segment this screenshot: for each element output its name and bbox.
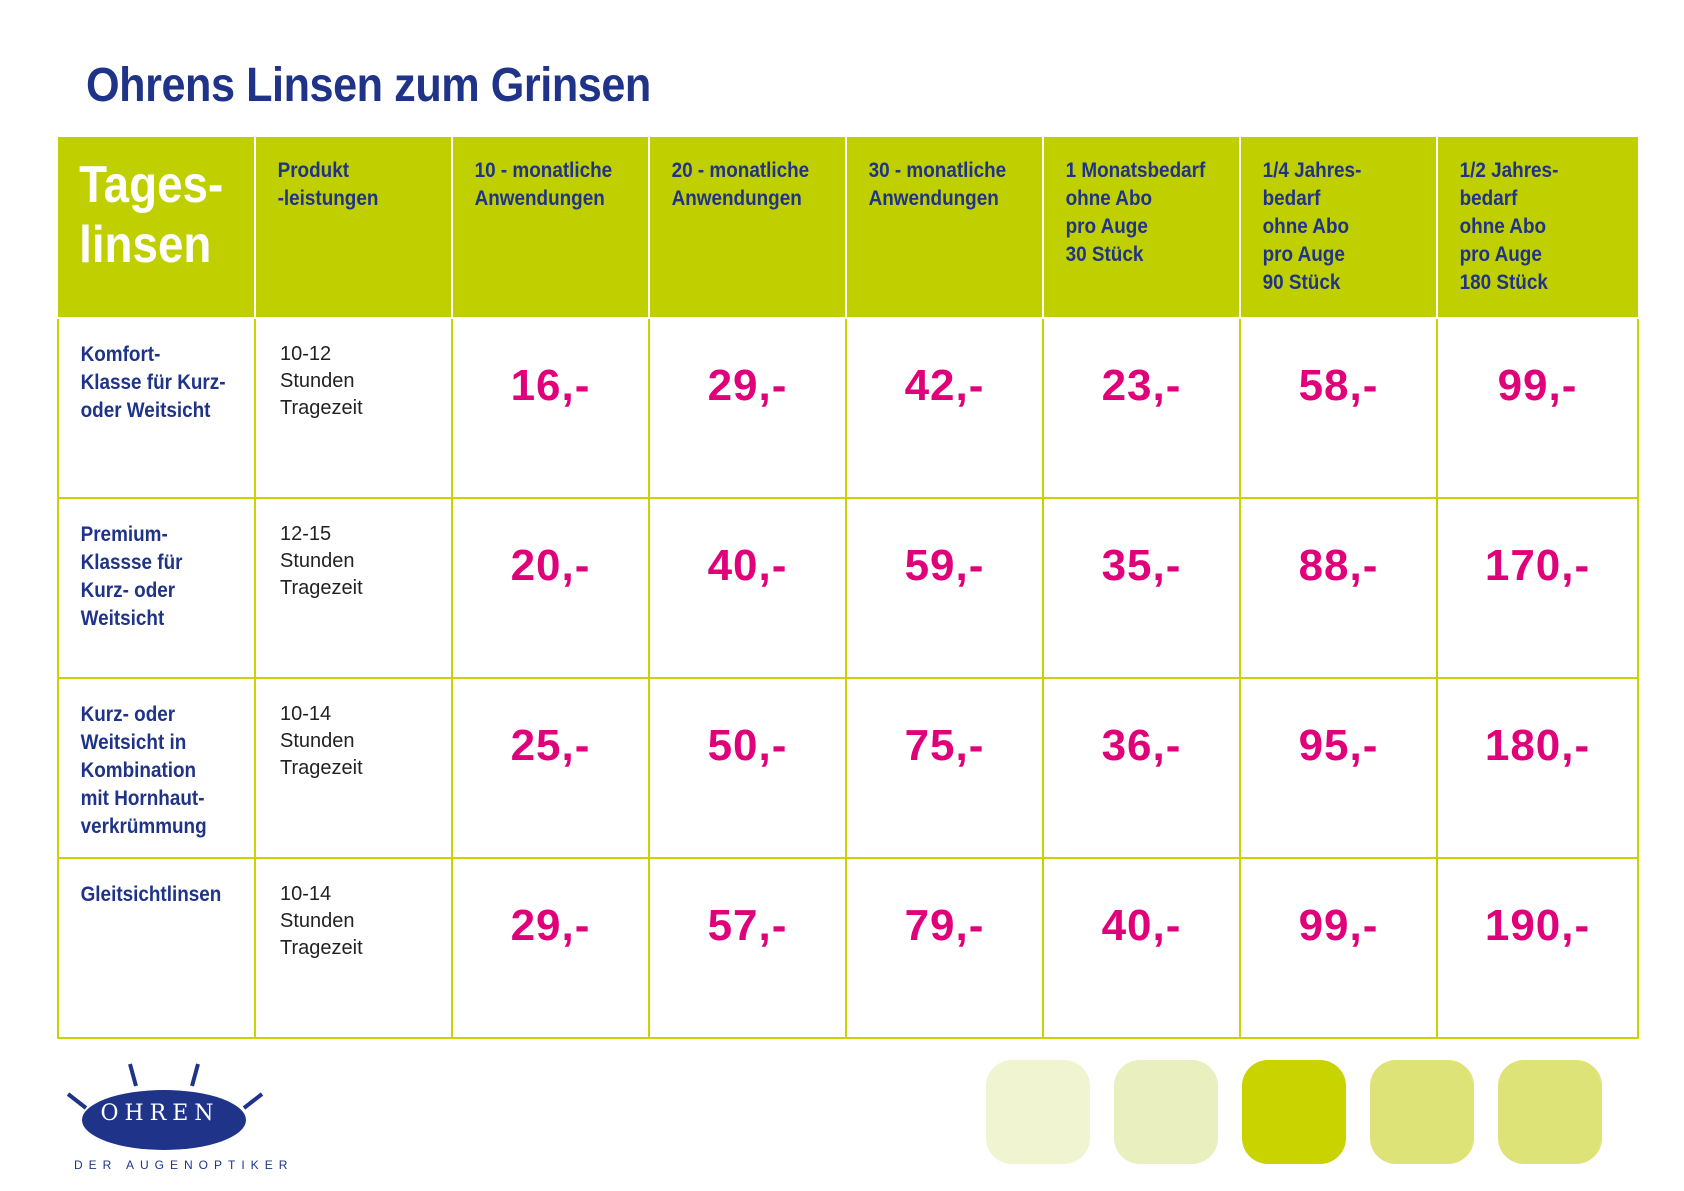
price-value: 75,- <box>904 721 985 770</box>
row-label: Kurz- oder Weitsicht in Kombination mit … <box>80 703 207 838</box>
column-header: 30 - monatliche Anwendungen <box>845 137 1044 319</box>
ohren-logo: OHREN DER AUGENOPTIKER <box>60 1058 287 1178</box>
price-value: 42,- <box>904 361 985 410</box>
color-swatch <box>986 1060 1090 1164</box>
price-value: 59,- <box>904 541 985 590</box>
row-label-cell: Komfort- Klasse für Kurz- oder Weitsicht <box>57 317 256 499</box>
page-title: Ohrens Linsen zum Grinsen <box>86 59 651 112</box>
row-label: Premium- Klassse für Kurz- oder Weitsich… <box>80 523 183 630</box>
performance-text: 10-14 Stunden Tragezeit <box>280 883 363 959</box>
price-cell: 25,- <box>451 677 650 859</box>
performance-cell: 10-14 Stunden Tragezeit <box>254 677 453 859</box>
price-value: 88,- <box>1298 541 1379 590</box>
row-label: Komfort- Klasse für Kurz- oder Weitsicht <box>80 343 226 422</box>
price-cell: 88,- <box>1239 497 1438 679</box>
column-header: 10 - monatliche Anwendungen <box>451 137 650 319</box>
column-header-label: 10 - monatliche Anwendungen <box>474 159 613 210</box>
price-cell: 29,- <box>451 857 650 1039</box>
price-value: 23,- <box>1101 361 1182 410</box>
column-header-label: 1 Monatsbedarf ohne Abo pro Auge 30 Stüc… <box>1065 159 1206 266</box>
price-value: 20,- <box>510 541 591 590</box>
price-value: 29,- <box>510 901 591 950</box>
color-swatch <box>1498 1060 1602 1164</box>
price-value: 57,- <box>707 901 788 950</box>
price-cell: 23,- <box>1042 317 1241 499</box>
price-value: 29,- <box>707 361 788 410</box>
performance-cell: 10-12 Stunden Tragezeit <box>254 317 453 499</box>
table-row: Gleitsichtlinsen 10-14 Stunden Tragezeit… <box>57 857 1639 1039</box>
performance-cell: 12-15 Stunden Tragezeit <box>254 497 453 679</box>
price-cell: 99,- <box>1239 857 1438 1039</box>
price-value: 16,- <box>510 361 591 410</box>
table-header-row: Tages- linsen Produkt -leistungen 10 - m… <box>58 137 1638 319</box>
price-value: 40,- <box>707 541 788 590</box>
price-cell: 40,- <box>648 497 847 679</box>
price-cell: 170,- <box>1436 497 1639 679</box>
table-row: Premium- Klassse für Kurz- oder Weitsich… <box>57 497 1639 679</box>
price-cell: 180,- <box>1436 677 1639 859</box>
price-cell: 58,- <box>1239 317 1438 499</box>
price-value: 170,- <box>1484 541 1591 590</box>
price-table: Tages- linsen Produkt -leistungen 10 - m… <box>57 137 1639 1039</box>
price-cell: 29,- <box>648 317 847 499</box>
column-header: 1/2 Jahres- bedarf ohne Abo pro Auge 180… <box>1436 137 1638 319</box>
column-header: 1/4 Jahres- bedarf ohne Abo pro Auge 90 … <box>1239 137 1438 319</box>
price-cell: 40,- <box>1042 857 1241 1039</box>
price-cell: 50,- <box>648 677 847 859</box>
performance-text: 12-15 Stunden Tragezeit <box>280 523 363 599</box>
column-header: 20 - monatliche Anwendungen <box>648 137 847 319</box>
price-cell: 95,- <box>1239 677 1438 859</box>
row-label-cell: Kurz- oder Weitsicht in Kombination mit … <box>57 677 256 859</box>
logo-name: OHREN <box>100 1101 220 1126</box>
row-label: Gleitsichtlinsen <box>80 883 222 906</box>
table-row: Komfort- Klasse für Kurz- oder Weitsicht… <box>57 317 1639 499</box>
column-header-label: 20 - monatliche Anwendungen <box>671 159 810 210</box>
price-cell: 57,- <box>648 857 847 1039</box>
color-swatch <box>1242 1060 1346 1164</box>
price-cell: 16,- <box>451 317 650 499</box>
price-cell: 79,- <box>845 857 1044 1039</box>
logo-subtitle: DER AUGENOPTIKER <box>74 1158 294 1172</box>
row-label-cell: Premium- Klassse für Kurz- oder Weitsich… <box>57 497 256 679</box>
column-header-label: 1/4 Jahres- bedarf ohne Abo pro Auge 90 … <box>1262 159 1362 294</box>
price-cell: 99,- <box>1436 317 1639 499</box>
price-value: 25,- <box>510 721 591 770</box>
price-cell: 42,- <box>845 317 1044 499</box>
performance-text: 10-12 Stunden Tragezeit <box>280 343 363 419</box>
performance-text: 10-14 Stunden Tragezeit <box>280 703 363 779</box>
row-label-cell: Gleitsichtlinsen <box>57 857 256 1039</box>
performance-cell: 10-14 Stunden Tragezeit <box>254 857 453 1039</box>
price-value: 180,- <box>1484 721 1591 770</box>
column-header-label: Produkt -leistungen <box>277 159 379 210</box>
price-cell: 36,- <box>1042 677 1241 859</box>
color-swatch <box>1370 1060 1474 1164</box>
price-value: 95,- <box>1298 721 1379 770</box>
column-header: Produkt -leistungen <box>254 137 453 319</box>
price-cell: 59,- <box>845 497 1044 679</box>
eye-icon <box>66 1063 264 1150</box>
price-value: 99,- <box>1298 901 1379 950</box>
color-swatches <box>986 1060 1606 1164</box>
price-cell: 75,- <box>845 677 1044 859</box>
price-value: 190,- <box>1484 901 1591 950</box>
column-header: 1 Monatsbedarf ohne Abo pro Auge 30 Stüc… <box>1042 137 1241 319</box>
price-cell: 190,- <box>1436 857 1639 1039</box>
column-header-label: 1/2 Jahres- bedarf ohne Abo pro Auge 180… <box>1459 159 1559 294</box>
price-value: 79,- <box>904 901 985 950</box>
price-cell: 20,- <box>451 497 650 679</box>
price-value: 99,- <box>1497 361 1578 410</box>
price-cell: 35,- <box>1042 497 1241 679</box>
price-value: 58,- <box>1298 361 1379 410</box>
price-value: 36,- <box>1101 721 1182 770</box>
corner-label: Tages- linsen <box>79 156 224 274</box>
color-swatch <box>1114 1060 1218 1164</box>
corner-header: Tages- linsen <box>58 137 256 319</box>
price-value: 50,- <box>707 721 788 770</box>
column-header-label: 30 - monatliche Anwendungen <box>868 159 1007 210</box>
price-value: 35,- <box>1101 541 1182 590</box>
price-value: 40,- <box>1101 901 1182 950</box>
table-row: Kurz- oder Weitsicht in Kombination mit … <box>57 677 1639 859</box>
